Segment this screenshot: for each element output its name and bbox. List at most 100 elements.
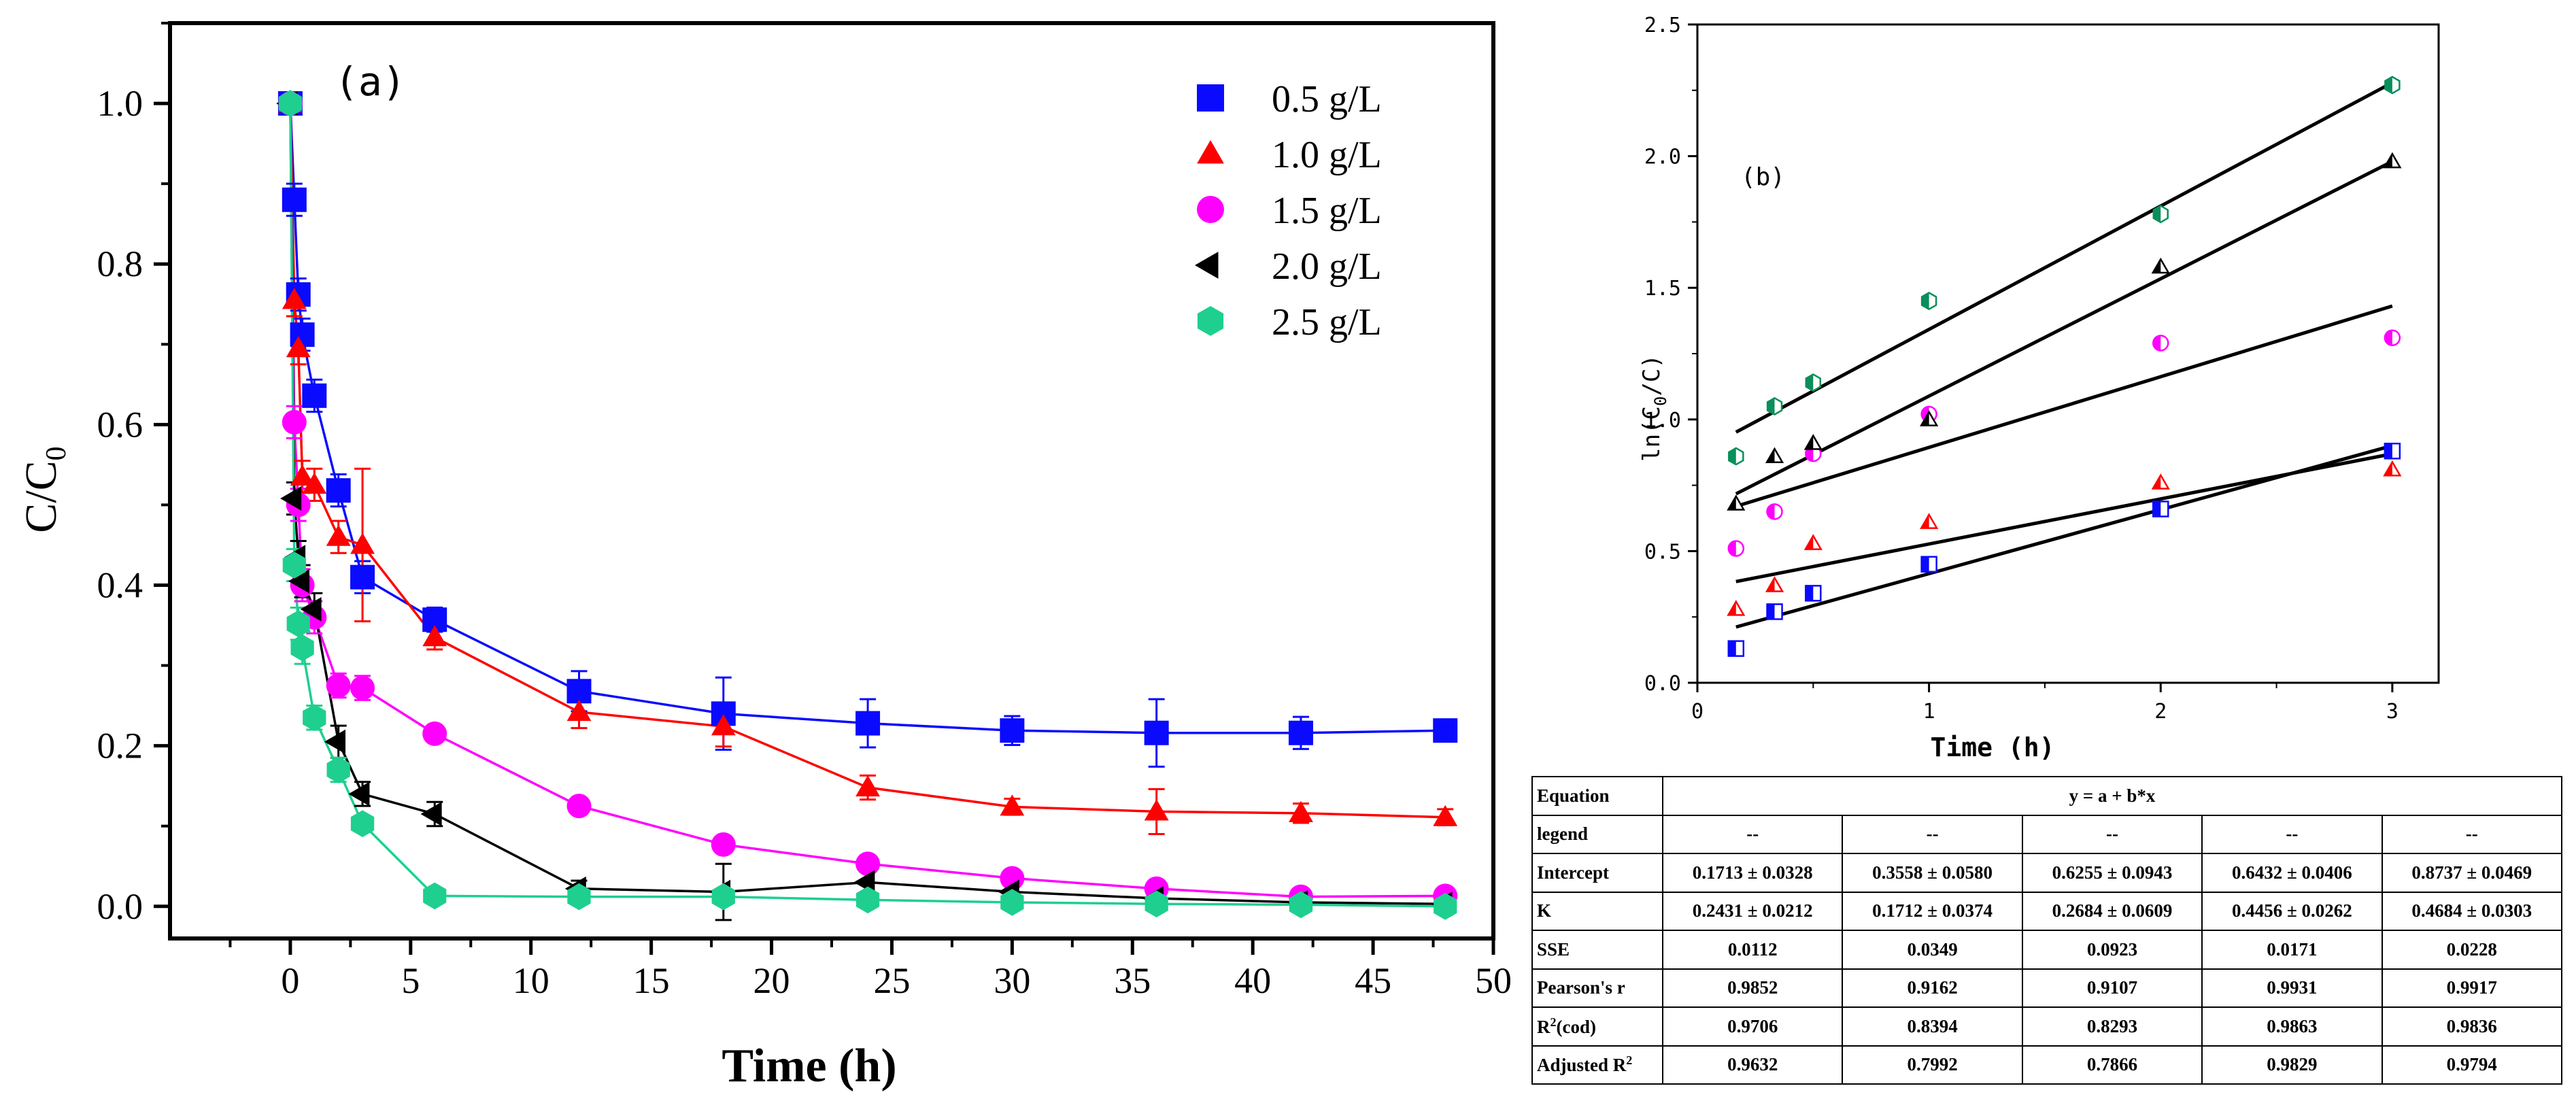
panel-b-y-tick-label: 2.5 bbox=[1644, 14, 1681, 37]
table-equation: y = a + b*x bbox=[1662, 776, 2562, 816]
table-cell: 0.0112 bbox=[1661, 930, 1844, 970]
table-cell: 0.3558 ± 0.0580 bbox=[1842, 853, 2023, 893]
panel-a-chart: 0 5 10 15 20 25 30 35 40 45 50 0.0 0.2 0.4 0.6 0.8 1.0 (… bbox=[16, 21, 1512, 1092]
panel-a-x-tick-label: 35 bbox=[1114, 960, 1151, 1001]
table-row-label: Intercept bbox=[1531, 853, 1663, 893]
panel-a-x-tick-label: 50 bbox=[1475, 960, 1512, 1001]
table-header-row: Equation y = a + b*x bbox=[1531, 776, 2562, 816]
panel-b-x-tick-label: 0 bbox=[1691, 700, 1704, 724]
panel-a-point-s3 bbox=[282, 409, 307, 435]
panel-a-legend-marker-1 bbox=[1197, 84, 1224, 112]
table-cell: 0.8394 bbox=[1842, 1006, 2023, 1047]
panel-b-point-s5-1-fill bbox=[1729, 447, 1736, 465]
panel-b-point-s3-5-fill bbox=[2153, 335, 2161, 351]
table-cell: 0.1713 ± 0.0328 bbox=[1661, 853, 1844, 893]
table-row-label: SSE bbox=[1531, 930, 1663, 970]
table-cell: -- bbox=[1661, 814, 1844, 854]
panel-a-point-s2 bbox=[1289, 800, 1313, 822]
panel-a-x-tick-label: 45 bbox=[1355, 960, 1391, 1001]
panel-a-point-s5 bbox=[1000, 889, 1024, 916]
panel-a-y-axis-title: C/C0 bbox=[16, 446, 72, 532]
table-cell: -- bbox=[1842, 814, 2023, 854]
panel-b-y-tick-label: 1.0 bbox=[1644, 409, 1681, 433]
panel-a-y-tick-label: 0.2 bbox=[97, 726, 143, 766]
table-row-label: R2(cod) bbox=[1531, 1006, 1663, 1047]
panel-b-point-s5-6-fill bbox=[2385, 77, 2392, 94]
table-cell: 0.9706 bbox=[1661, 1006, 1844, 1047]
panel-a-ticks: 0 5 10 15 20 25 30 35 40 45 50 0.0 0.2 0.4 0.6 0.8 1.0 bbox=[97, 22, 1512, 1001]
panel-a-point-s5 bbox=[567, 883, 591, 911]
panel-b-y-tick-label: 2.0 bbox=[1644, 146, 1681, 169]
panel-a-point-s1 bbox=[1144, 720, 1169, 745]
table-cell: 0.9632 bbox=[1661, 1045, 1844, 1085]
panel-a-x-tick-label: 30 bbox=[994, 960, 1030, 1001]
table-cell: 0.6432 ± 0.0406 bbox=[2201, 853, 2383, 893]
fit-parameters-table: Equation y = a + b*x legend -- -- -- -- -- Int… bbox=[1531, 776, 2563, 1085]
table-cell: 0.9162 bbox=[1842, 968, 2023, 1008]
panel-b-fit-line-4 bbox=[1735, 160, 2394, 496]
panel-a-x-tick-label: 20 bbox=[753, 960, 790, 1001]
panel-b-point-s4-6-fill bbox=[2384, 154, 2392, 168]
table-row: legend -- -- -- -- -- bbox=[1531, 814, 2563, 854]
panel-b-point-s5-4-fill bbox=[1922, 292, 1929, 309]
table-row: Pearson's r 0.9852 0.9162 0.9107 0.9931 0.991… bbox=[1531, 968, 2563, 1008]
table-cell: 0.9836 bbox=[2381, 1006, 2563, 1047]
table-cell: 0.9931 bbox=[2201, 968, 2383, 1008]
table-cell: 0.9107 bbox=[2021, 968, 2203, 1008]
panel-b-point-s2-5-fill bbox=[2152, 475, 2161, 489]
panel-a-point-s2 bbox=[422, 625, 447, 647]
panel-b-point-s4-3-fill bbox=[1805, 435, 1814, 450]
panel-b-point-s1-3 bbox=[1805, 585, 1822, 602]
panel-a-legend-marker-3 bbox=[1197, 196, 1224, 223]
panel-a-point-s2 bbox=[350, 532, 375, 554]
table-row: Intercept 0.1713 ± 0.0328 0.3558 ± 0.0580 0… bbox=[1531, 853, 2563, 893]
panel-a-y-tick-label: 0.0 bbox=[97, 886, 143, 927]
panel-b-point-s1-3-fill bbox=[1806, 586, 1814, 601]
panel-a-label: (a) bbox=[335, 58, 406, 105]
panel-b-point-s5-4 bbox=[1920, 292, 1937, 311]
panel-a-point-s1 bbox=[1000, 718, 1025, 743]
panel-a-legend: 0.5 g/L 1.0 g/L 1.5 g/L 2.0 g/L 2.5 g/L bbox=[1195, 78, 1382, 343]
panel-b-point-s2-3-fill bbox=[1805, 535, 1814, 549]
panel-a-y-tick-label: 0.8 bbox=[97, 243, 143, 284]
panel-b-y-tick-label: 0.5 bbox=[1644, 540, 1681, 564]
table-cell: 0.9917 bbox=[2381, 968, 2563, 1008]
table-row: SSE 0.0112 0.0349 0.0923 0.0171 0.0228 bbox=[1531, 930, 2563, 970]
panel-b-y-axis-title: ln(C0/C) bbox=[1638, 354, 1670, 462]
panel-b-x-tick-label: 1 bbox=[1923, 700, 1935, 724]
panel-a-legend-label-5: 2.5 g/L bbox=[1272, 301, 1382, 343]
panel-b-point-s1-2 bbox=[1766, 603, 1783, 620]
panel-a-point-s3 bbox=[422, 721, 447, 746]
panel-a-point-s3 bbox=[855, 851, 881, 877]
table-cell: 0.7866 bbox=[2021, 1045, 2203, 1085]
panel-a-x-axis-title: Time (h) bbox=[722, 1040, 896, 1092]
panel-b-fit-lines bbox=[1735, 81, 2394, 629]
table-cell: -- bbox=[2201, 814, 2383, 854]
panel-a-legend-label-4: 2.0 g/L bbox=[1272, 245, 1382, 288]
table-body: legend -- -- -- -- -- Intercept 0.1713 ± 0.0328… bbox=[1531, 814, 2563, 1085]
panel-b-point-s4-1 bbox=[1727, 494, 1746, 511]
panel-b-point-s3-6 bbox=[2384, 329, 2401, 347]
panel-b-point-s5-2-fill bbox=[1767, 398, 1775, 415]
table-cell: 0.9794 bbox=[2381, 1045, 2563, 1085]
panel-b-fit-line-3 bbox=[1735, 304, 2393, 508]
panel-b-point-s4-1-fill bbox=[1728, 496, 1736, 510]
panel-b-y-tick-label: 0.0 bbox=[1644, 672, 1681, 696]
panel-b-chart: 0 1 2 3 0.0 0.5 1.0 1.5 2.0 2.5 (b) Time (h) ln(C… bbox=[1638, 14, 2440, 762]
panel-b-point-s2-4 bbox=[1920, 513, 1939, 529]
panel-a-point-s4 bbox=[300, 597, 322, 622]
panel-a-point-s3 bbox=[350, 675, 375, 700]
panel-a-y-tick-label: 0.4 bbox=[97, 564, 143, 605]
table-row-label: Adjusted R2 bbox=[1531, 1045, 1663, 1085]
panel-b-point-s1-6-fill bbox=[2384, 443, 2392, 459]
table-cell: 0.7992 bbox=[1842, 1045, 2023, 1085]
table-cell: 0.9863 bbox=[2201, 1006, 2383, 1047]
panel-a-point-s1 bbox=[1433, 718, 1458, 743]
panel-b-point-s1-1-fill bbox=[1728, 641, 1736, 656]
panel-a-point-s3 bbox=[566, 794, 592, 819]
panel-b-point-s1-5 bbox=[2152, 501, 2169, 518]
panel-a-x-tick-label: 0 bbox=[281, 960, 299, 1001]
panel-a-legend-marker-2 bbox=[1197, 140, 1224, 164]
table-header-label: Equation bbox=[1531, 776, 1663, 816]
